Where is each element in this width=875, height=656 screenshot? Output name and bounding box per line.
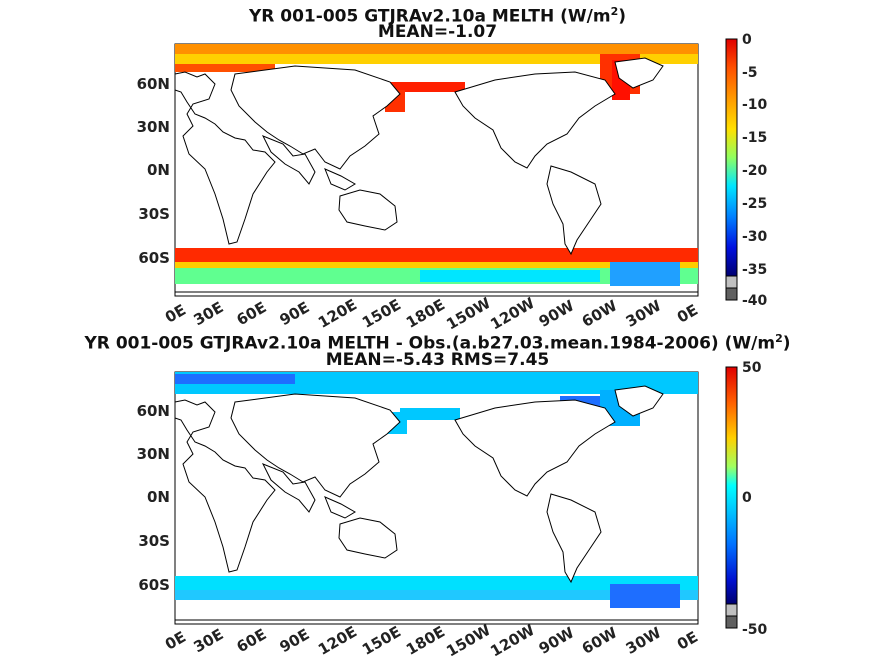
x-tick: 0E xyxy=(674,628,701,654)
y-tick: 60N xyxy=(137,75,170,93)
x-tick: 120W xyxy=(487,621,538,656)
x-tick: 60E xyxy=(234,298,270,329)
colorbar-tick: 0 xyxy=(742,32,752,48)
x-tick: 90W xyxy=(536,623,578,656)
x-tick: 60W xyxy=(579,623,621,656)
y-tick: 60S xyxy=(138,576,170,594)
x-tick: 90W xyxy=(536,296,578,331)
x-tick: 90E xyxy=(277,625,313,656)
panel1-map xyxy=(174,43,699,297)
colorbar-tick: -35 xyxy=(742,262,767,278)
y-tick: 0N xyxy=(147,161,170,179)
x-tick: 120E xyxy=(315,622,360,656)
y-tick: 0N xyxy=(147,488,170,506)
panel2-stats: MEAN=-5.43 RMS=7.45 xyxy=(325,350,550,370)
colorbar-tick: -50 xyxy=(742,622,768,638)
x-tick: 180E xyxy=(403,295,448,331)
colorbar-tick: -10 xyxy=(742,97,768,113)
y-tick: 60S xyxy=(138,249,170,267)
colorbar-tick: -25 xyxy=(742,196,767,212)
colorbar-tick: -30 xyxy=(742,229,768,245)
colorbar-tick: -20 xyxy=(742,163,768,179)
x-tick: 30W xyxy=(623,623,665,656)
x-tick: 150E xyxy=(359,295,404,331)
x-tick: 150W xyxy=(443,294,494,334)
colorbar-tick: -40 xyxy=(742,293,768,309)
x-tick: 30E xyxy=(191,298,227,329)
panel2-colorbar: 50 0 -50 xyxy=(725,360,768,638)
y-tick: 30S xyxy=(138,205,170,223)
y-tick: 30N xyxy=(137,118,170,136)
colorbar-tick: 50 xyxy=(742,360,762,376)
x-tick: 30W xyxy=(623,296,665,331)
panel2-title: YR 001-005 GTJRAv2.10a MELTH - Obs.(a.b2… xyxy=(84,332,791,354)
panel2-x-ticks: 0E 30E 60E 90E 120E 150E 180E 150W 120W … xyxy=(162,621,701,656)
x-tick: 0E xyxy=(674,301,701,327)
y-tick: 30N xyxy=(137,445,170,463)
colorbar-tick: -5 xyxy=(742,65,758,81)
y-tick: 30S xyxy=(138,532,170,550)
x-tick: 60E xyxy=(234,625,270,656)
panel2-map xyxy=(174,371,699,625)
x-tick: 150E xyxy=(359,622,404,656)
y-tick: 60N xyxy=(137,402,170,420)
panel1-title: YR 001-005 GTJRAv2.10a MELTH (W/m2) xyxy=(248,5,627,27)
x-tick: 0E xyxy=(162,628,189,654)
x-tick: 30E xyxy=(191,625,227,656)
x-tick: 0E xyxy=(162,301,189,327)
x-tick: 180E xyxy=(403,622,448,656)
colorbar-tick: 0 xyxy=(742,490,752,506)
x-tick: 150W xyxy=(443,621,494,656)
x-tick: 120W xyxy=(487,294,538,334)
x-tick: 90E xyxy=(277,298,313,329)
panel1-y-ticks: 60N 30N 0N 30S 60S xyxy=(137,75,170,267)
panel1-stats: MEAN=-1.07 xyxy=(377,22,498,42)
panel1-colorbar: 0 -5 -10 -15 -20 -25 -30 -35 -40 xyxy=(725,32,768,309)
x-tick: 120E xyxy=(315,295,360,331)
colorbar-tick: -15 xyxy=(742,130,767,146)
panel1-x-ticks: 0E 30E 60E 90E 120E 150E 180E 150W 120W … xyxy=(162,294,701,334)
panel2-y-ticks: 60N 30N 0N 30S 60S xyxy=(137,402,170,594)
x-tick: 60W xyxy=(579,296,621,331)
